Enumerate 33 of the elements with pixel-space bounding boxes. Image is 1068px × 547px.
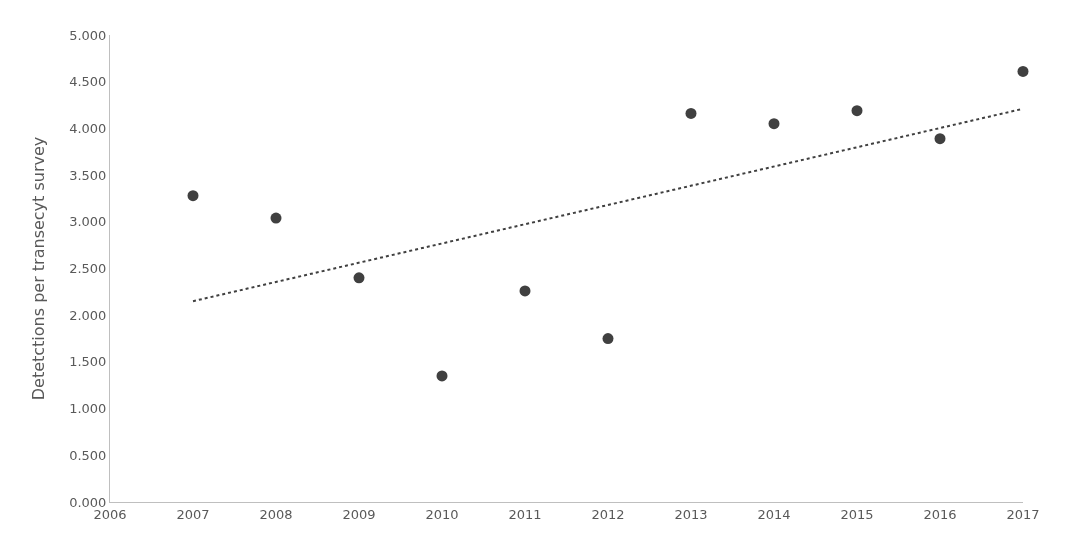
y-tick-label: 2.500 (69, 261, 107, 277)
point (768, 118, 780, 130)
y-tick-label: 0.500 (69, 447, 107, 463)
x-tick-label: 2013 (674, 506, 708, 522)
x-tick-label: 2009 (342, 506, 376, 522)
point (436, 370, 448, 382)
x-tick-label: 2008 (259, 506, 293, 522)
x-tick-label: 2007 (176, 506, 210, 522)
y-tick-label: 3.500 (69, 167, 107, 183)
y-tick-label: 1.500 (69, 354, 107, 370)
point (602, 333, 614, 345)
y-tick-label: 2.000 (69, 307, 107, 323)
point (685, 107, 697, 119)
x-tick-label: 2017 (1006, 506, 1040, 522)
y-tick-label: 4.000 (69, 120, 107, 136)
y-tick-label: 1.000 (69, 401, 107, 417)
point (934, 133, 946, 145)
y-tick-label: 5.000 (69, 27, 107, 43)
y-tick-label: 4.500 (69, 74, 107, 90)
point (519, 285, 531, 297)
x-tick-label: 2010 (425, 506, 459, 522)
x-tick-label: 2015 (840, 506, 874, 522)
point (353, 272, 365, 284)
x-tick-label: 2012 (591, 506, 625, 522)
x-tick-label: 2016 (923, 506, 957, 522)
point (1017, 65, 1029, 77)
y-axis-title: Detetctions per transecyt survey (29, 136, 49, 401)
x-tick-label: 2011 (508, 506, 542, 522)
x-tick-label: 2014 (757, 506, 791, 522)
point (851, 105, 863, 117)
y-tick-label: 3.000 (69, 214, 107, 230)
point (187, 190, 199, 202)
point (270, 212, 282, 224)
